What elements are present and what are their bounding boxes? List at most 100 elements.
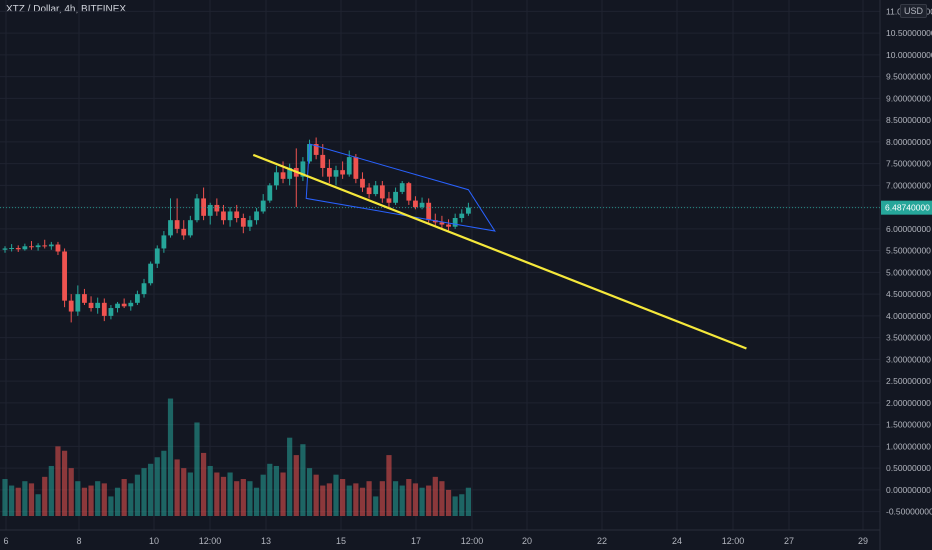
volume-bar [101, 483, 107, 516]
candle-body [128, 302, 134, 307]
candle-body [260, 200, 266, 212]
volume-bar [300, 444, 306, 516]
candle-body [15, 248, 21, 250]
last-price-box [881, 200, 932, 215]
price-axis-label: 8.50000000 [886, 115, 931, 125]
volume-bar [306, 468, 313, 516]
candle-body [135, 294, 140, 303]
candle-body [95, 302, 101, 309]
price-axis-label: 0.00000000 [886, 485, 931, 495]
candle-body [187, 220, 193, 236]
candle-body [35, 245, 41, 248]
candle-body [42, 245, 48, 247]
volume-bar [95, 481, 101, 516]
candle-body [214, 204, 220, 212]
volume-bar [426, 485, 432, 516]
wedge-pattern [305, 143, 496, 232]
candle-body [240, 217, 246, 227]
candle-body [221, 211, 226, 221]
price-axis-label: 7.00000000 [886, 180, 931, 190]
volume-bar [148, 463, 154, 516]
candle-body [48, 244, 54, 247]
candle-body [55, 244, 61, 252]
time-axis-label: 24 [672, 536, 682, 546]
volume-bar [320, 485, 326, 516]
price-axis-label: 6.00000000 [886, 224, 931, 234]
volume-bar [154, 457, 160, 516]
candle-body [366, 187, 372, 195]
volume-bar [386, 455, 392, 516]
price-axis-label: 0.50000000 [886, 463, 931, 473]
candle-body [148, 263, 154, 284]
currency-badge[interactable]: USD [900, 4, 928, 18]
price-axis-label: 9.50000000 [886, 72, 931, 82]
candle-body [9, 248, 15, 250]
volume-bar [48, 465, 54, 516]
candle-body [373, 185, 379, 195]
candle-body [141, 283, 147, 295]
volume-bar [326, 483, 332, 516]
price-axis-label: 9.00000000 [886, 93, 931, 103]
candle-body [68, 300, 74, 312]
volume-bar [353, 483, 359, 516]
volume-bar [419, 487, 425, 516]
time-axis-label: 12:00 [461, 536, 484, 546]
candle-body [379, 185, 385, 199]
candle-body [446, 224, 451, 227]
volume-bar [412, 483, 419, 516]
volume-bar [333, 474, 339, 516]
candle-body [452, 217, 458, 227]
volume-bar [220, 476, 227, 516]
volume-bar [379, 481, 385, 516]
candle-body [406, 183, 412, 201]
volume-bar [201, 452, 207, 516]
time-axis-label: 15 [336, 536, 346, 546]
price-axis-label: 1.50000000 [886, 420, 931, 430]
candle-body [267, 185, 273, 201]
volume-bar [293, 455, 299, 516]
candle-body [333, 170, 339, 177]
volume-bar [128, 483, 134, 516]
volume-bar [432, 476, 438, 516]
volume-bar [75, 481, 81, 516]
volume-bar [187, 472, 193, 516]
candle-body [108, 308, 114, 316]
volume-bar [340, 479, 346, 516]
volume-bar [55, 446, 61, 516]
volume-bar [392, 481, 399, 516]
chart-title: XTZ / Dollar, 4h, BITFINEX [6, 4, 127, 15]
candle-body [459, 213, 465, 218]
volume-bar [240, 479, 246, 516]
candle-body [88, 302, 94, 309]
volume-bar [313, 474, 319, 516]
volume-bar [15, 487, 21, 516]
candle-body [234, 211, 240, 218]
candle-body [274, 172, 279, 186]
volume-bar [234, 481, 240, 516]
candle-body [201, 198, 206, 216]
volume-bar [68, 468, 74, 516]
volume-bar [359, 487, 366, 516]
volume-bar [373, 496, 379, 516]
volume-bar [35, 494, 41, 516]
price-axis-label: 10.50000000 [886, 28, 932, 38]
candle-body [247, 220, 253, 227]
time-axis-label: 8 [76, 536, 81, 546]
price-axis-label: 1.00000000 [886, 441, 931, 451]
candle-body [2, 248, 8, 250]
volume-bar [445, 489, 452, 516]
candle-body [300, 161, 306, 177]
time-axis-label: 12:00 [722, 536, 745, 546]
volume-bar [114, 487, 121, 516]
price-axis-label: 2.50000000 [886, 376, 931, 386]
candle-body [254, 211, 259, 221]
volume-bar [28, 483, 35, 516]
volume-bar [174, 459, 180, 516]
volume-bar [287, 437, 293, 516]
time-axis-label: 12:00 [199, 536, 222, 546]
candle-body [426, 202, 432, 221]
price-axis-label: 10.00000000 [886, 50, 932, 60]
candle-body [121, 303, 127, 307]
candle-body [194, 198, 200, 221]
